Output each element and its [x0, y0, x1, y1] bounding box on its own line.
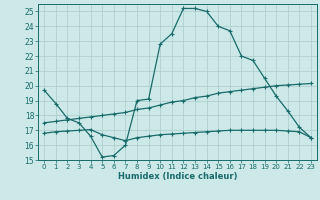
- X-axis label: Humidex (Indice chaleur): Humidex (Indice chaleur): [118, 172, 237, 181]
